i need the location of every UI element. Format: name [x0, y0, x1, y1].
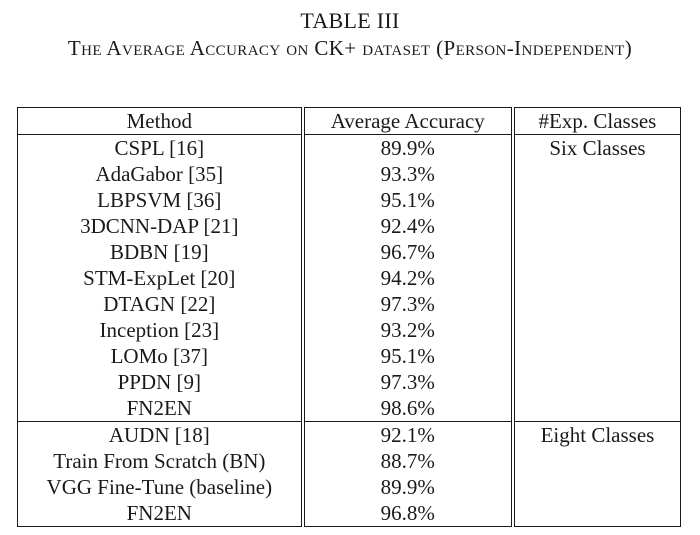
accuracy-cell: 96.7%: [302, 239, 515, 265]
method-cell: STM-ExpLet [20]: [17, 265, 305, 291]
table-caption-label: TABLE III: [300, 8, 400, 33]
table-row: LBPSVM [36] 95.1%: [17, 187, 681, 213]
classes-cell-six: Six Classes: [549, 136, 646, 160]
table-row: BDBN [19] 96.7%: [17, 239, 681, 265]
table-caption-title: The Average Accuracy on CK+ dataset (Per…: [67, 36, 633, 60]
method-cell: PPDN [9]: [17, 369, 305, 395]
results-table: Method Average Accuracy #Exp. Classes CS…: [17, 107, 681, 527]
table-row: VGG Fine-Tune (baseline) 89.9%: [17, 474, 681, 500]
table-row: DTAGN [22] 97.3%: [17, 291, 681, 317]
header-method: Method: [17, 107, 305, 135]
classes-cell-eight: Eight Classes: [512, 421, 681, 527]
accuracy-cell: 97.3%: [302, 369, 515, 395]
accuracy-cell: 94.2%: [302, 265, 515, 291]
table-row: PPDN [9] 97.3%: [17, 369, 681, 395]
method-cell: VGG Fine-Tune (baseline): [17, 474, 305, 500]
method-cell: DTAGN [22]: [17, 291, 305, 317]
method-cell: FN2EN: [17, 395, 305, 422]
accuracy-cell-best: 96.8%: [302, 500, 515, 527]
table-header-row: Method Average Accuracy #Exp. Classes: [17, 107, 681, 135]
accuracy-cell: 93.3%: [302, 161, 515, 187]
table-row: Inception [23] 93.2%: [17, 317, 681, 343]
accuracy-cell: 89.9%: [302, 474, 515, 500]
table-row: AdaGabor [35] 93.3%: [17, 161, 681, 187]
table-row: STM-ExpLet [20] 94.2%: [17, 265, 681, 291]
table-row: AUDN [18] 92.1% Eight Classes: [17, 421, 681, 527]
method-cell: Inception [23]: [17, 317, 305, 343]
method-cell: Train From Scratch (BN): [17, 448, 305, 474]
header-exp-classes: #Exp. Classes: [512, 107, 681, 135]
table-row: FN2EN 96.8%: [17, 500, 681, 527]
header-average-accuracy: Average Accuracy: [302, 107, 515, 135]
method-cell: LOMo [37]: [17, 343, 305, 369]
accuracy-cell-best: 98.6%: [302, 395, 515, 422]
method-cell: AdaGabor [35]: [17, 161, 305, 187]
accuracy-cell: 97.3%: [302, 291, 515, 317]
accuracy-cell: 95.1%: [302, 187, 515, 213]
method-cell: BDBN [19]: [17, 239, 305, 265]
table-row: FN2EN 98.6%: [17, 395, 681, 422]
table-row: Train From Scratch (BN) 88.7%: [17, 448, 681, 474]
table-row: LOMo [37] 95.1%: [17, 343, 681, 369]
accuracy-cell: 95.1%: [302, 343, 515, 369]
accuracy-cell: 93.2%: [302, 317, 515, 343]
table-row: CSPL [16] 89.9% Six Classes: [17, 134, 681, 161]
method-cell: CSPL [16]: [17, 134, 305, 161]
accuracy-cell: 92.1%: [302, 421, 515, 448]
table-row: 3DCNN-DAP [21] 92.4%: [17, 213, 681, 239]
method-cell: FN2EN: [17, 500, 305, 527]
method-cell: AUDN [18]: [17, 421, 305, 448]
accuracy-cell: 88.7%: [302, 448, 515, 474]
method-cell: LBPSVM [36]: [17, 187, 305, 213]
method-cell: 3DCNN-DAP [21]: [17, 213, 305, 239]
accuracy-cell: 89.9%: [302, 134, 515, 161]
accuracy-cell: 92.4%: [302, 213, 515, 239]
